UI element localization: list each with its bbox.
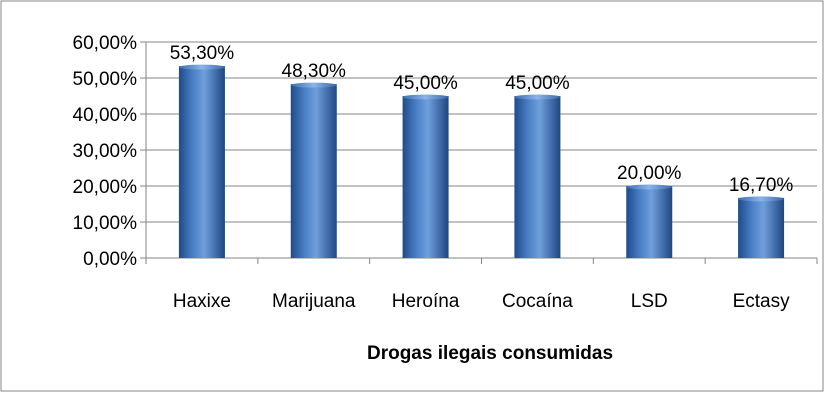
axes	[140, 41, 818, 264]
category-label: Haxixe	[173, 291, 231, 312]
bar	[514, 96, 561, 258]
category-label: Heroína	[392, 291, 460, 312]
bar-top-highlight	[178, 64, 225, 70]
bar	[178, 66, 225, 259]
bar-top-highlight	[738, 196, 785, 202]
data-label: 16,70%	[729, 175, 794, 196]
y-tick-label: 50,00%	[73, 69, 138, 90]
bars	[178, 64, 785, 259]
category-label: Cocaína	[502, 291, 573, 312]
gridlines	[146, 41, 817, 223]
category-label: Marijuana	[272, 291, 356, 312]
y-tick-label: 60,00%	[73, 33, 138, 54]
y-tick-label: 0,00%	[83, 249, 137, 270]
y-tick-label: 20,00%	[73, 177, 138, 198]
bar	[402, 96, 449, 258]
data-label: 48,30%	[282, 61, 347, 82]
y-tick-label: 30,00%	[73, 141, 138, 162]
labels: 0,00% 10,00% 20,00% 30,00% 40,00% 50,00% 60,00…	[73, 33, 794, 312]
category-label: Ectasy	[733, 291, 791, 312]
bar-top-highlight	[290, 82, 337, 88]
x-axis-title: Drogas ilegais consumidas	[367, 343, 613, 364]
bar-top-highlight	[402, 94, 449, 100]
data-label: 45,00%	[505, 73, 570, 94]
category-label: LSD	[631, 291, 668, 312]
bar	[738, 197, 785, 258]
bar	[290, 84, 337, 259]
y-tick-label: 10,00%	[73, 213, 138, 234]
bar-top-highlight	[626, 184, 673, 190]
data-label: 45,00%	[393, 73, 458, 94]
data-label: 53,30%	[170, 43, 235, 64]
bar-top-highlight	[514, 94, 561, 100]
data-label: 20,00%	[617, 163, 682, 184]
y-tick-label: 40,00%	[73, 105, 138, 126]
bar	[626, 186, 673, 258]
